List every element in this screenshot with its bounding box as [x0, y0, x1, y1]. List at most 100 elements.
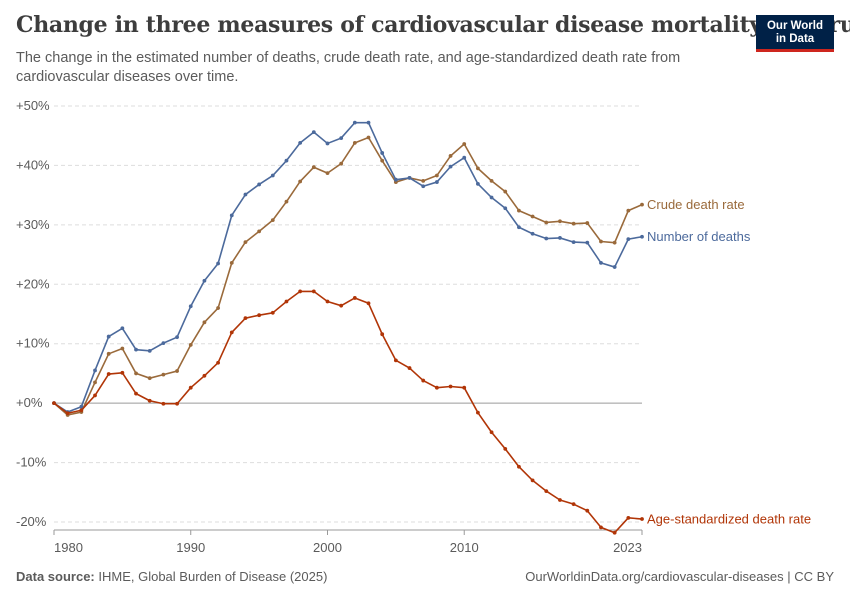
data-point: [421, 184, 426, 189]
data-point: [298, 289, 303, 294]
data-point: [626, 208, 631, 213]
data-point: [489, 430, 494, 435]
data-point: [202, 320, 207, 325]
y-tick-label: +20%: [16, 276, 50, 291]
data-point: [79, 404, 84, 409]
data-point: [65, 411, 70, 416]
x-tick-label: 2000: [313, 540, 342, 555]
data-point: [339, 161, 344, 166]
data-point: [612, 265, 617, 269]
data-point: [517, 464, 521, 469]
series-label: Crude death rate: [647, 197, 745, 212]
data-point: [476, 166, 480, 171]
data-source: Data source: IHME, Global Burden of Dise…: [16, 569, 327, 584]
data-point: [161, 401, 166, 406]
data-point: [243, 316, 248, 321]
data-point: [298, 179, 303, 184]
data-point: [558, 219, 562, 224]
data-point: [311, 165, 316, 170]
data-point: [462, 385, 467, 390]
data-source-text[interactable]: IHME, Global Burden of Disease (2025): [98, 569, 328, 584]
data-point: [448, 164, 453, 169]
series-labels: Crude death rate Number of deaths Age-stan…: [647, 197, 811, 526]
data-point: [585, 221, 590, 225]
data-point: [366, 120, 371, 125]
data-point: [106, 372, 111, 376]
data-point: [366, 135, 371, 140]
data-point: [120, 346, 125, 351]
data-point: [284, 158, 289, 163]
data-point: [161, 341, 166, 346]
data-point: [503, 447, 508, 451]
grid-lines: [54, 105, 642, 523]
data-point: [380, 158, 385, 163]
data-point: [544, 236, 549, 241]
data-point: [284, 299, 289, 304]
data-source-label: Data source:: [16, 569, 95, 584]
data-point: [517, 225, 521, 230]
data-point: [325, 141, 330, 146]
data-point: [599, 239, 603, 244]
data-point: [612, 530, 617, 535]
data-point: [530, 214, 535, 219]
data-point: [462, 142, 467, 146]
data-point: [448, 154, 453, 158]
series-line: [53, 290, 643, 534]
data-point: [79, 408, 84, 413]
data-point: [298, 140, 303, 145]
data-point: [530, 231, 535, 236]
data-point: [120, 370, 125, 375]
data-point: [626, 237, 631, 242]
data-point: [558, 498, 562, 502]
data-point: [571, 502, 576, 507]
data-point: [270, 310, 275, 315]
data-point: [93, 368, 97, 373]
data-point: [229, 330, 234, 335]
data-point: [175, 335, 179, 340]
data-point: [407, 366, 412, 370]
data-point: [571, 240, 576, 244]
data-point: [462, 155, 467, 160]
data-point: [243, 240, 248, 244]
data-point: [325, 299, 330, 304]
series-label: Age-standardized death rate: [647, 512, 811, 527]
data-point: [257, 182, 262, 187]
axes: -20% -10% +0% +10% +20% +30% +40% +50% 1980 1990 2…: [16, 98, 643, 555]
data-point: [640, 202, 644, 207]
series-line: [53, 136, 643, 416]
data-point: [270, 218, 275, 223]
data-point: [161, 372, 166, 377]
data-point: [202, 373, 207, 378]
data-point: [270, 173, 275, 178]
data-point: [558, 236, 562, 240]
data-point: [175, 369, 179, 373]
logo-line-2: in Data: [775, 33, 815, 45]
chart-subtitle: The change in the estimated number of de…: [16, 50, 681, 85]
data-point: [380, 332, 385, 337]
data-point: [175, 401, 179, 406]
data-point: [202, 278, 207, 283]
data-point: [106, 334, 111, 339]
y-tick-label: +0%: [16, 395, 43, 410]
x-tick-label: 1980: [54, 540, 83, 555]
source-url[interactable]: OurWorldinData.org/cardiovascular-diseas…: [525, 569, 834, 584]
x-tick-label: 2023: [613, 540, 642, 555]
data-point: [599, 525, 603, 530]
data-point: [284, 199, 289, 204]
data-point: [503, 189, 508, 194]
data-point: [93, 380, 97, 385]
data-point: [393, 177, 398, 182]
data-point: [339, 136, 344, 140]
owid-logo[interactable]: Our World in Data: [756, 15, 834, 52]
data-point: [229, 260, 234, 265]
data-point: [434, 385, 439, 390]
data-point: [476, 181, 480, 186]
x-tick-label: 1990: [176, 540, 205, 555]
x-tick-label: 2010: [450, 540, 479, 555]
data-point: [188, 304, 193, 309]
data-point: [93, 393, 97, 398]
data-point: [476, 410, 480, 415]
data-point: [106, 351, 111, 356]
data-point: [380, 151, 385, 155]
data-point: [147, 398, 152, 403]
